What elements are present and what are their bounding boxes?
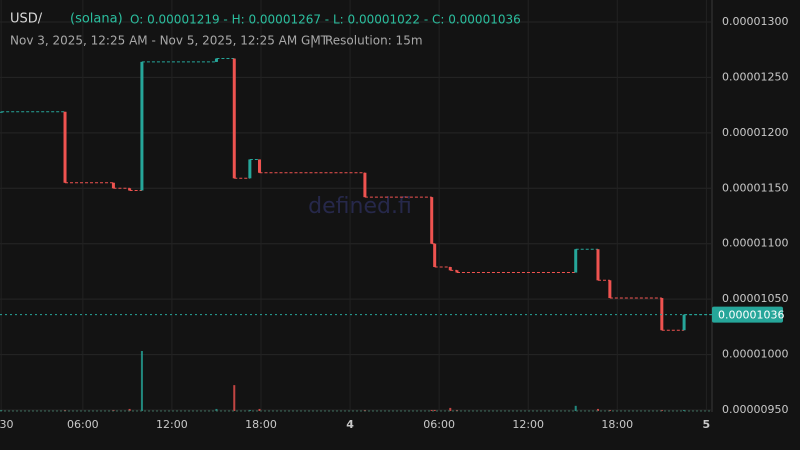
volume-bar [215,408,218,411]
volume-bar [128,408,131,411]
candle-body [433,243,437,267]
candle-body [608,280,612,299]
candle-body [448,266,452,271]
volume-bar [233,385,236,411]
x-tick-label: 4 [346,418,354,431]
x-tick-label: 12:00 [156,418,188,431]
ohlc: O: 0.00001219 - H: 0.00001267 - L: 0.000… [130,13,521,27]
resolution: Resolution: 15m [325,34,423,48]
x-tick-label: 5 [703,418,711,431]
volume-bar [660,409,663,411]
candle-body [128,188,132,191]
candle-body [660,298,664,331]
y-tick-label: 0.00001100 [722,237,788,250]
y-tick-label: 0.00001200 [722,126,788,139]
network: (solana) [70,12,123,27]
candle-body [0,111,3,113]
candle-body [63,111,67,183]
volume-bar [64,409,67,411]
candle-body [258,159,262,173]
watermark: defined.fi [308,194,412,219]
x-tick-label: 06:00 [423,418,455,431]
last-price-label: 0.00001036 [718,309,784,322]
candle-body [363,172,367,198]
volume-bar [455,409,458,411]
volume-bar [596,408,599,411]
volume-bar [248,409,251,411]
x-tick-label: 4:30 [0,418,14,431]
candle-body [430,197,434,244]
volume-bar [449,407,452,411]
y-tick-label: 0.00000950 [722,403,788,416]
x-tick-label: 06:00 [67,418,99,431]
symbol: USD/ [10,12,43,27]
candle-body [111,182,115,189]
date-range: Nov 3, 2025, 12:25 AM - Nov 5, 2025, 12:… [10,34,329,48]
candle-body [232,58,236,179]
separator: | [310,34,314,48]
volume-bar [683,409,686,411]
volume-bar [608,409,611,411]
y-tick-label: 0.00001250 [722,70,788,83]
volume-bar [433,409,436,411]
candle-body [248,159,252,179]
volume-bar [363,409,366,411]
x-tick-label: 18:00 [601,418,633,431]
volume-bar [430,409,433,411]
x-tick-label: 12:00 [512,418,544,431]
candle-body [455,270,459,273]
candle-body [214,58,218,62]
volume-bar [258,408,261,411]
volume-bar [140,351,143,411]
volume-bar [574,405,577,411]
candle-body [682,314,686,331]
candle-body [574,249,578,273]
candle-body [140,61,144,191]
volume-bar [0,409,3,411]
last-price-tag [712,306,783,323]
x-tick-label: 18:00 [245,418,277,431]
y-tick-label: 0.00001050 [722,292,788,305]
y-tick-label: 0.00001000 [722,348,788,361]
y-tick-label: 0.00001300 [722,15,788,28]
volume-bar [112,409,115,411]
candle-body [596,249,600,281]
y-tick-label: 0.00001150 [722,181,788,194]
